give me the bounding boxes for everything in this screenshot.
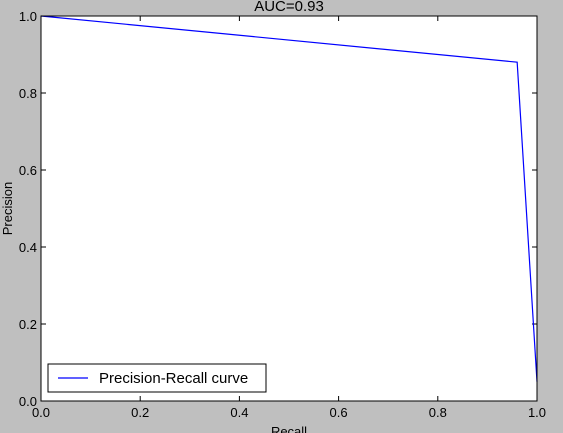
plot-area (41, 16, 537, 401)
y-tick-label: 1.0 (19, 9, 37, 24)
x-tick-label: 0.8 (429, 405, 447, 420)
y-tick-label: 0.6 (19, 163, 37, 178)
y-axis-label: Precision (0, 182, 15, 235)
x-axis-label: Recall (271, 424, 307, 433)
tick-labels: 0.0 0.2 0.4 0.6 0.8 1.0 0.0 0.2 0.4 0.6 0.8 1.0 (19, 9, 546, 420)
series-layer (40, 15, 538, 382)
chart-title: AUC=0.93 (254, 0, 324, 15)
x-tick-label: 1.0 (528, 405, 546, 420)
y-tick-label: 0.0 (19, 394, 37, 409)
x-tick-label: 0.2 (131, 405, 149, 420)
legend-label: Precision-Recall curve (99, 370, 248, 387)
y-tick-label: 0.2 (19, 317, 37, 332)
x-tick-label: 0.0 (32, 405, 50, 420)
legend: Precision-Recall curve (47, 363, 267, 393)
y-tick-label: 0.4 (19, 240, 37, 255)
series-line (40, 15, 538, 382)
x-tick-label: 0.4 (230, 405, 248, 420)
y-tick-label: 0.8 (19, 86, 37, 101)
plot-frame (40, 15, 538, 402)
x-tick-label: 0.6 (330, 405, 348, 420)
